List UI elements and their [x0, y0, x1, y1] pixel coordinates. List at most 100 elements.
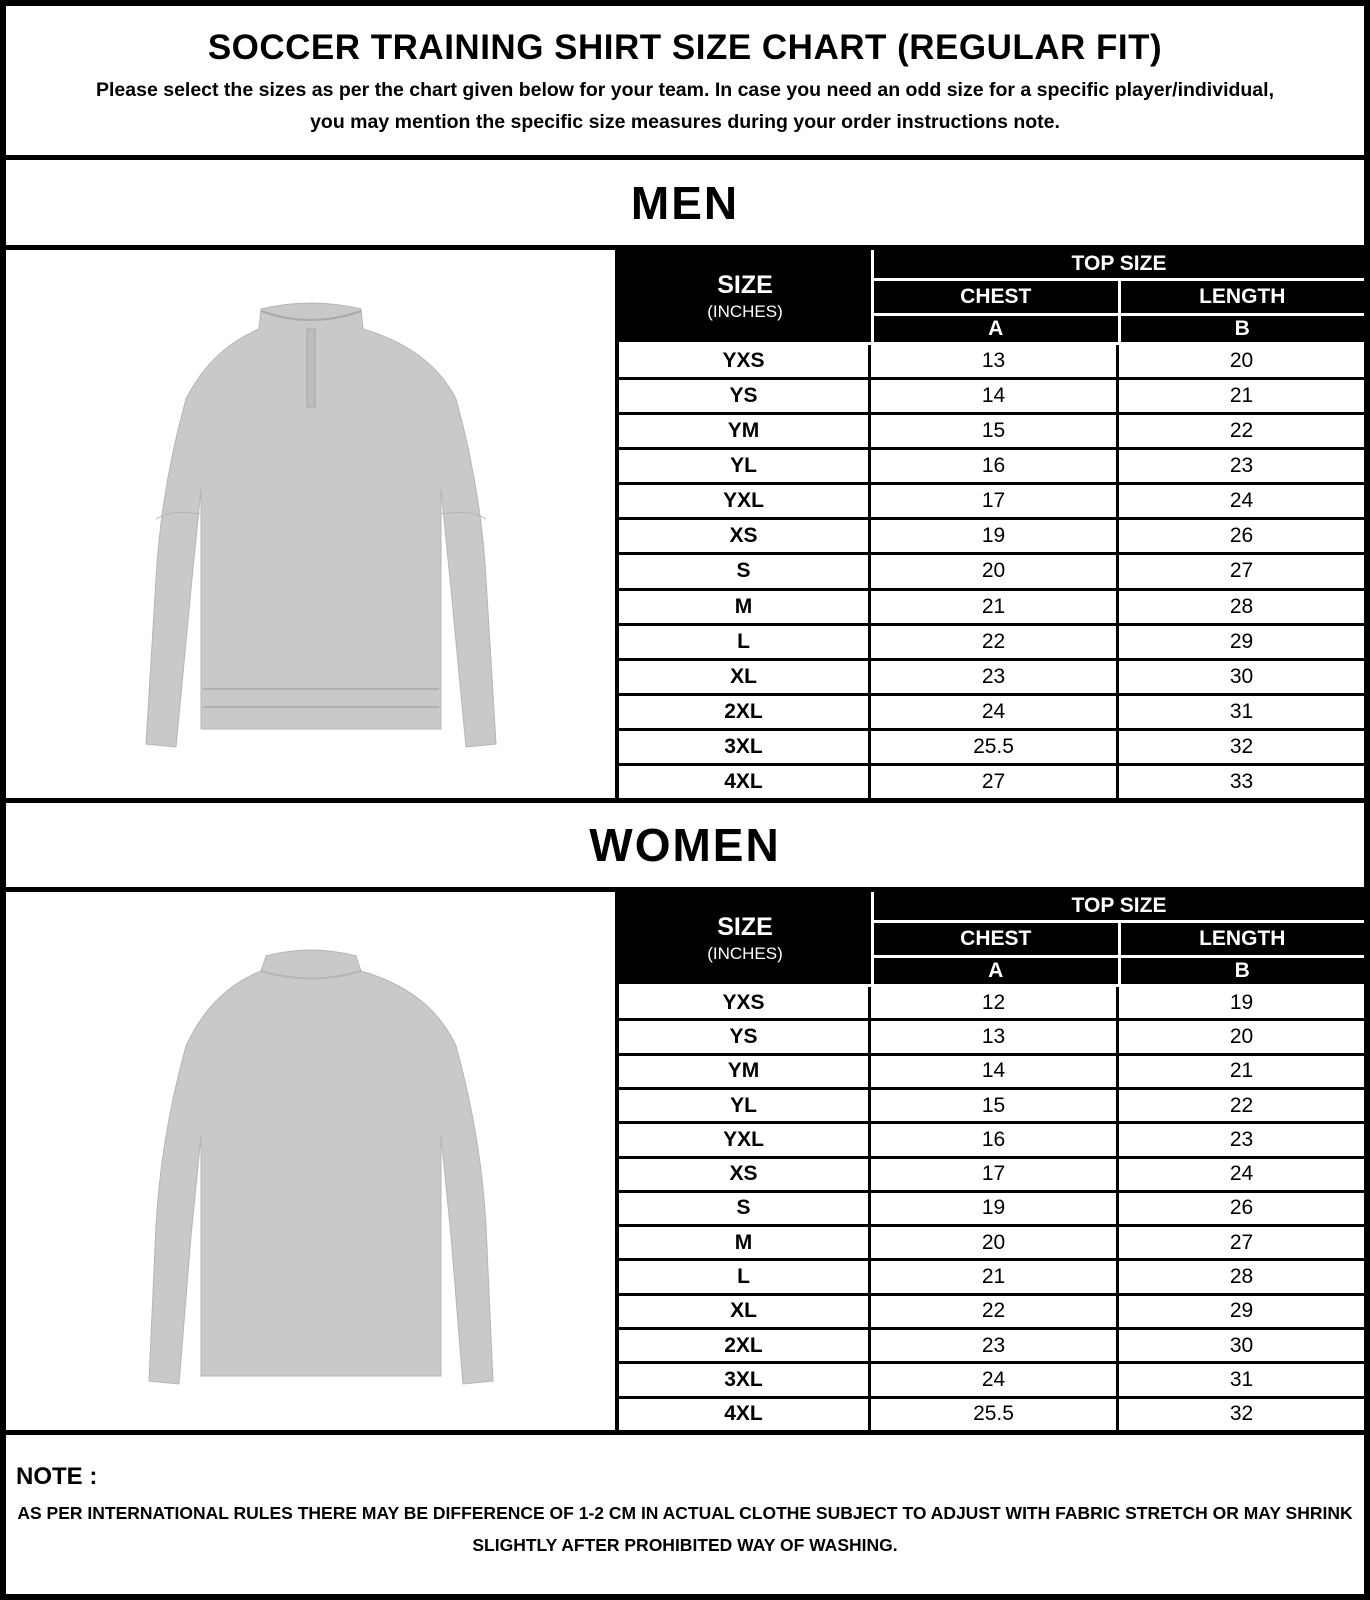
chest-header: CHEST — [874, 923, 1118, 955]
size-cell: YS — [619, 380, 868, 413]
length-cell: 23 — [1119, 450, 1364, 483]
length-header: LENGTH — [1120, 281, 1364, 313]
chest-code: A — [874, 958, 1118, 984]
chest-cell: 20 — [871, 555, 1116, 588]
women-section: SIZE (INCHES) TOP SIZE CHEST LENGTH A B … — [6, 892, 1364, 1430]
table-header: SIZE (INCHES) TOP SIZE CHEST LENGTH A B — [619, 250, 1364, 342]
length-cell: 31 — [1119, 695, 1364, 728]
size-cell: 4XL — [619, 1398, 868, 1430]
chest-cell: 13 — [871, 1021, 1116, 1053]
size-cell: YL — [619, 1089, 868, 1122]
page-title: SOCCER TRAINING SHIRT SIZE CHART (REGULA… — [207, 28, 1163, 67]
length-code: B — [1120, 316, 1364, 342]
length-cell: 28 — [1119, 590, 1364, 623]
size-cell: 3XL — [619, 1364, 868, 1396]
chest-cell: 14 — [871, 380, 1116, 413]
size-header: SIZE (INCHES) — [619, 892, 871, 984]
top-size-header: TOP SIZE — [874, 892, 1364, 920]
chest-cell: 25.5 — [871, 1398, 1116, 1430]
length-cell: 26 — [1119, 520, 1364, 553]
size-cell: 2XL — [619, 695, 868, 728]
size-cell: L — [619, 625, 868, 658]
size-cell: YXL — [619, 1124, 868, 1156]
length-cell: 23 — [1119, 1124, 1364, 1156]
size-cell: M — [619, 1227, 868, 1259]
length-code: B — [1120, 958, 1364, 984]
size-cell: YL — [619, 450, 868, 483]
length-cell: 20 — [1119, 1021, 1364, 1053]
table-body: YXS 12 19 YS 13 20 YM 14 21 YL 15 22 YXL 16 23 XS 17 24 S 1… — [619, 987, 1364, 1430]
length-cell: 33 — [1119, 765, 1364, 798]
chest-cell: 19 — [871, 1192, 1116, 1225]
size-cell: XS — [619, 1158, 868, 1190]
women-size-table: SIZE (INCHES) TOP SIZE CHEST LENGTH A B … — [619, 892, 1364, 1430]
table-body: YXS 13 20 YS 14 21 YM 15 22 YL 16 23 YXL 17 24 XS 19 26 S 2… — [619, 345, 1364, 798]
size-cell: YM — [619, 415, 868, 448]
header: SOCCER TRAINING SHIRT SIZE CHART (REGULA… — [6, 6, 1364, 155]
size-label: SIZE — [717, 270, 773, 299]
size-label: SIZE — [717, 912, 773, 941]
length-header: LENGTH — [1120, 923, 1364, 955]
chest-cell: 23 — [871, 660, 1116, 693]
chest-cell: 21 — [871, 590, 1116, 623]
chest-cell: 16 — [871, 450, 1116, 483]
chest-cell: 25.5 — [871, 730, 1116, 763]
length-cell: 21 — [1119, 1055, 1364, 1087]
women-heading: WOMEN — [6, 803, 1364, 887]
shirt-back-image — [6, 892, 615, 1430]
chest-cell: 22 — [871, 625, 1116, 658]
length-cell: 22 — [1119, 415, 1364, 448]
length-cell: 27 — [1119, 1227, 1364, 1259]
length-cell: 32 — [1119, 1398, 1364, 1430]
length-cell: 29 — [1119, 625, 1364, 658]
size-cell: XS — [619, 520, 868, 553]
size-cell: YXL — [619, 485, 868, 518]
table-header: SIZE (INCHES) TOP SIZE CHEST LENGTH A B — [619, 892, 1364, 984]
chest-cell: 24 — [871, 1364, 1116, 1396]
unit-label: (INCHES) — [707, 943, 783, 963]
length-cell: 27 — [1119, 555, 1364, 588]
chest-cell: 14 — [871, 1055, 1116, 1087]
chest-cell: 13 — [871, 345, 1116, 378]
size-cell: L — [619, 1261, 868, 1293]
size-cell: 4XL — [619, 765, 868, 798]
length-cell: 32 — [1119, 730, 1364, 763]
chest-cell: 22 — [871, 1295, 1116, 1328]
length-cell: 30 — [1119, 660, 1364, 693]
length-cell: 28 — [1119, 1261, 1364, 1293]
shirt-front-image — [6, 250, 615, 798]
chest-cell: 20 — [871, 1227, 1116, 1259]
chest-header: CHEST — [874, 281, 1118, 313]
size-cell: YXS — [619, 987, 868, 1019]
chest-cell: 16 — [871, 1124, 1116, 1156]
note-section: NOTE : AS PER INTERNATIONAL RULES THERE … — [6, 1435, 1364, 1594]
men-section: SIZE (INCHES) TOP SIZE CHEST LENGTH A B … — [6, 250, 1364, 798]
size-cell: M — [619, 590, 868, 623]
chest-cell: 27 — [871, 765, 1116, 798]
note-title: NOTE : — [16, 1463, 98, 1490]
size-cell: S — [619, 1192, 868, 1225]
chest-cell: 23 — [871, 1330, 1116, 1362]
chest-cell: 12 — [871, 987, 1116, 1019]
length-cell: 26 — [1119, 1192, 1364, 1225]
size-cell: S — [619, 555, 868, 588]
chest-cell: 19 — [871, 520, 1116, 553]
size-header: SIZE (INCHES) — [619, 250, 871, 342]
size-cell: YXS — [619, 345, 868, 378]
length-cell: 29 — [1119, 1295, 1364, 1328]
note-text: AS PER INTERNATIONAL RULES THERE MAY BE … — [17, 1503, 1353, 1555]
size-cell: XL — [619, 660, 868, 693]
top-size-header: TOP SIZE — [874, 250, 1364, 278]
length-cell: 24 — [1119, 1158, 1364, 1190]
size-cell: YM — [619, 1055, 868, 1087]
unit-label: (INCHES) — [707, 301, 783, 321]
chest-cell: 17 — [871, 485, 1116, 518]
chest-cell: 21 — [871, 1261, 1116, 1293]
men-size-table: SIZE (INCHES) TOP SIZE CHEST LENGTH A B … — [619, 250, 1364, 798]
size-cell: 2XL — [619, 1330, 868, 1362]
length-cell: 19 — [1119, 987, 1364, 1019]
chest-cell: 15 — [871, 1089, 1116, 1122]
chest-code: A — [874, 316, 1118, 342]
chest-cell: 24 — [871, 695, 1116, 728]
